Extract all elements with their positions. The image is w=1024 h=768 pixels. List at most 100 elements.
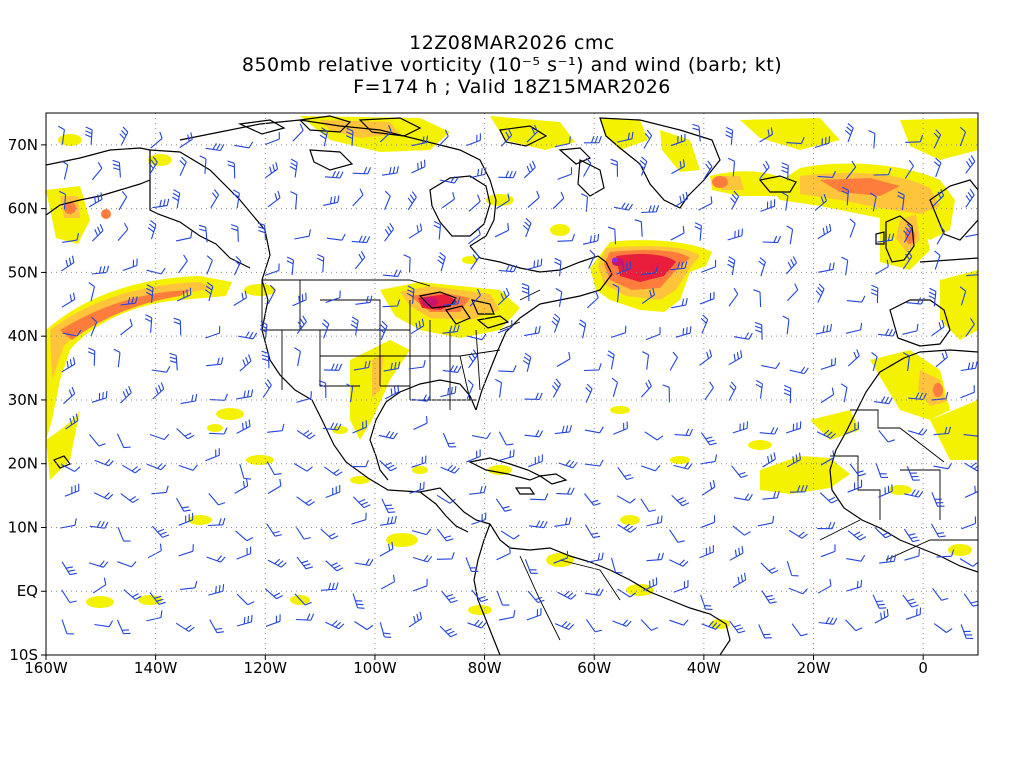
wind-barb	[172, 189, 181, 209]
wind-barb	[259, 320, 268, 340]
wind-barb	[266, 461, 282, 476]
figure-title: 12Z08MAR2026 cmc 850mb relative vorticit…	[0, 32, 1024, 98]
wind-barb	[180, 393, 198, 405]
wind-barb	[169, 352, 178, 371]
wind-barb	[611, 377, 619, 397]
wind-barb	[265, 162, 279, 179]
wind-barb	[643, 129, 653, 149]
wind-barb	[179, 132, 193, 148]
wind-barb	[587, 552, 604, 563]
wind-barb	[878, 484, 893, 498]
wind-barb	[323, 466, 343, 477]
title-line-variable: 850mb relative vorticity (10⁻⁵ s⁻¹) and …	[241, 54, 783, 76]
wind-barb	[754, 321, 763, 340]
wind-barb	[817, 223, 832, 240]
wind-barb	[383, 361, 401, 372]
wind-barb	[904, 489, 924, 498]
wind-barb	[412, 394, 431, 402]
wind-barb	[701, 259, 717, 273]
wind-barb	[235, 530, 254, 542]
wind-barb	[870, 284, 879, 304]
wind-barb	[578, 319, 587, 339]
wind-barb	[871, 352, 878, 372]
wind-barb	[345, 127, 354, 147]
wind-barb	[267, 284, 276, 305]
wind-barb	[379, 460, 398, 472]
wind-barb	[933, 129, 942, 149]
wind-barb	[467, 619, 487, 629]
wind-barb	[902, 250, 913, 270]
wind-barb	[440, 385, 457, 398]
wind-barb	[526, 258, 543, 271]
wind-barb	[91, 223, 104, 242]
wind-barb	[466, 379, 474, 400]
wind-barb	[700, 454, 718, 465]
latitude-labels: 70N 60N 50N 40N 30N 20N 10N EQ 10S	[8, 136, 46, 664]
wind-barb	[122, 258, 138, 272]
wind-barb	[385, 384, 400, 400]
wind-barb	[296, 315, 307, 335]
wind-barb	[703, 160, 713, 180]
wind-barb	[729, 546, 744, 561]
wind-barb	[144, 314, 153, 333]
wind-barb	[379, 124, 392, 143]
wind-barb	[554, 517, 572, 527]
wind-barb	[869, 192, 877, 212]
wind-barb	[847, 530, 867, 541]
wind-barb	[675, 326, 692, 338]
wind-barb	[607, 226, 617, 245]
wind-barb	[88, 433, 106, 447]
wind-barb	[208, 493, 226, 506]
wind-barb	[733, 493, 753, 501]
lon-tick-label: 100W	[353, 659, 397, 677]
wind-barb	[662, 384, 670, 403]
wind-barb	[94, 458, 114, 467]
wind-barb	[441, 590, 458, 604]
wind-barb	[878, 429, 895, 443]
wind-barb	[759, 127, 774, 143]
lon-tick-label: 40W	[687, 659, 721, 677]
wind-barb	[607, 350, 615, 370]
wind-barb	[868, 130, 876, 149]
wind-barb	[403, 254, 411, 273]
wind-barb	[818, 616, 838, 625]
wind-barb	[442, 432, 457, 448]
wind-barb	[257, 222, 267, 241]
wind-barb	[407, 191, 417, 211]
wind-barb	[411, 455, 427, 468]
wind-barb	[758, 624, 772, 639]
wind-barb	[617, 523, 637, 533]
wind-barb	[205, 448, 220, 462]
wind-barb	[671, 297, 688, 309]
wind-barb	[468, 349, 478, 369]
wind-barb	[786, 225, 794, 245]
wind-barb	[289, 158, 298, 178]
wind-barb	[728, 381, 737, 401]
wind-barb	[176, 497, 191, 512]
lat-tick-label: 10S	[9, 646, 38, 664]
wind-barb	[379, 622, 392, 638]
lat-tick-label: 30N	[8, 391, 38, 409]
wind-barb	[644, 431, 664, 441]
wind-barb	[580, 193, 589, 212]
wind-barb	[762, 235, 782, 244]
wind-barb	[701, 479, 716, 496]
wind-barb	[180, 580, 198, 590]
wind-barb	[815, 324, 833, 335]
lat-tick-label: 50N	[8, 263, 38, 281]
wind-barb	[384, 223, 395, 242]
wind-barb	[641, 465, 661, 472]
wind-barb	[59, 190, 67, 210]
wind-barb	[849, 218, 856, 238]
wind-barb	[526, 607, 542, 621]
wind-barb	[527, 190, 540, 208]
wind-barb	[352, 188, 364, 207]
wind-barb	[935, 350, 948, 368]
wind-barb	[151, 485, 169, 495]
wind-barb	[62, 233, 80, 243]
wind-barb	[61, 561, 77, 576]
wind-barb	[788, 529, 808, 539]
wind-barb	[670, 133, 686, 147]
wind-barb	[904, 159, 914, 179]
wind-barb	[236, 419, 251, 434]
